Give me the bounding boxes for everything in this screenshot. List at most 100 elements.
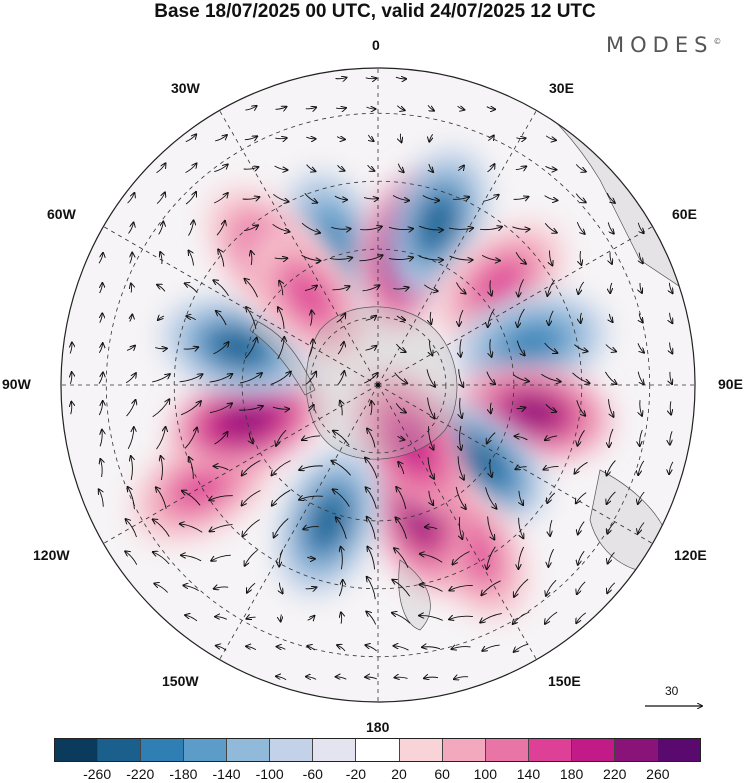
wind-arrow — [183, 347, 199, 349]
wind-arrow — [131, 456, 133, 480]
colorbar-tick-label: 20 — [391, 766, 407, 782]
wind-arrow — [518, 517, 524, 539]
wind-arrow — [336, 677, 347, 679]
wind-arrow — [305, 372, 316, 385]
wind-arrow — [427, 397, 435, 419]
colorbar-swatch — [184, 739, 228, 761]
wind-arrow — [487, 516, 495, 540]
wind-arrow — [541, 373, 560, 381]
wind-arrow — [550, 250, 553, 266]
wind-arrow — [274, 518, 289, 538]
meridian-line — [377, 384, 537, 660]
wind-arrow — [214, 164, 227, 173]
wind-arrow — [242, 197, 260, 199]
wind-arrow — [242, 490, 261, 506]
wind-arrow — [459, 309, 464, 326]
wind-arrow — [458, 369, 464, 387]
wind-arrow — [100, 313, 103, 323]
wind-arrow — [184, 428, 197, 449]
wind-arrow — [490, 280, 492, 295]
wind-arrow — [276, 429, 287, 446]
wind-arrow — [307, 646, 316, 651]
wind-arrow — [544, 223, 557, 232]
wind-arrow — [637, 371, 644, 385]
wind-arrow — [430, 311, 431, 324]
wind-arrow — [216, 646, 227, 651]
wind-arrow — [185, 163, 197, 174]
colorbar-swatch — [141, 739, 185, 761]
wind-arrow — [306, 137, 315, 139]
wind-arrow — [367, 517, 376, 540]
wind-arrow — [365, 677, 377, 679]
wind-arrow — [218, 249, 225, 267]
wind-arrow — [392, 195, 409, 201]
wind-arrow — [185, 283, 198, 293]
colorbar-swatch — [442, 739, 486, 761]
wind-arrow — [161, 456, 163, 481]
wind-arrow — [100, 459, 102, 478]
wind-arrow — [449, 616, 473, 619]
wind-arrow — [279, 281, 283, 296]
wind-arrow — [670, 342, 673, 354]
graticule — [61, 68, 695, 702]
wind-arrow — [365, 78, 377, 79]
wind-arrow — [304, 286, 317, 291]
wind-arrow — [158, 316, 165, 320]
wind-arrow — [337, 165, 345, 170]
wind-arrow — [448, 228, 473, 230]
wind-arrow — [185, 192, 196, 205]
wind-arrow — [366, 107, 376, 109]
colorbar-tick-label: 140 — [516, 766, 541, 782]
wind-arrow — [276, 676, 287, 681]
wind-arrow — [487, 164, 495, 173]
wind-arrow — [480, 227, 502, 230]
wind-arrow — [453, 551, 470, 565]
wind-arrow — [209, 403, 232, 414]
wind-arrow — [277, 337, 285, 360]
wind-arrow — [367, 164, 375, 171]
wind-arrow — [158, 222, 164, 235]
wind-arrow — [157, 285, 166, 292]
anomaly-contour — [311, 497, 345, 546]
wind-arrow — [512, 227, 529, 230]
wind-arrow — [427, 105, 434, 110]
wind-arrow — [341, 612, 342, 624]
wind-arrow — [580, 251, 581, 265]
wind-arrow — [244, 338, 256, 359]
wind-arrow — [640, 429, 643, 446]
wind-arrow — [516, 138, 525, 139]
wind-arrow — [213, 280, 229, 297]
wind-arrow — [608, 552, 615, 563]
wind-arrow — [420, 585, 443, 592]
wind-arrow — [272, 489, 291, 505]
wind-arrow — [388, 257, 413, 259]
wind-arrow — [311, 310, 312, 326]
wind-vectors — [70, 77, 673, 680]
colorbar-tick-label: 260 — [646, 766, 670, 782]
wind-arrow — [214, 135, 227, 142]
wind-arrow — [274, 165, 288, 170]
wind-arrow — [279, 549, 284, 567]
wind-arrow — [427, 457, 434, 479]
wind-arrow — [514, 643, 529, 652]
wind-arrow — [126, 346, 135, 351]
wind-arrow — [607, 521, 615, 533]
wind-arrow — [455, 282, 465, 293]
wind-arrow — [670, 371, 672, 384]
wind-arrow — [332, 286, 349, 290]
wind-arrow — [304, 193, 317, 202]
wind-arrow — [606, 192, 615, 203]
wind-arrow — [422, 647, 441, 649]
south-america-tip — [249, 319, 316, 396]
wind-arrow — [98, 372, 103, 384]
wind-arrow — [307, 557, 315, 559]
wind-arrow — [273, 193, 288, 201]
lon-label-120e: 120E — [674, 547, 707, 563]
meridian-line — [103, 384, 379, 544]
wind-arrow — [396, 487, 407, 510]
wind-arrow — [156, 163, 166, 174]
antarctica-outline — [305, 306, 458, 460]
wind-arrow — [275, 107, 287, 110]
wind-arrow — [669, 461, 674, 474]
wind-arrow — [214, 432, 228, 445]
